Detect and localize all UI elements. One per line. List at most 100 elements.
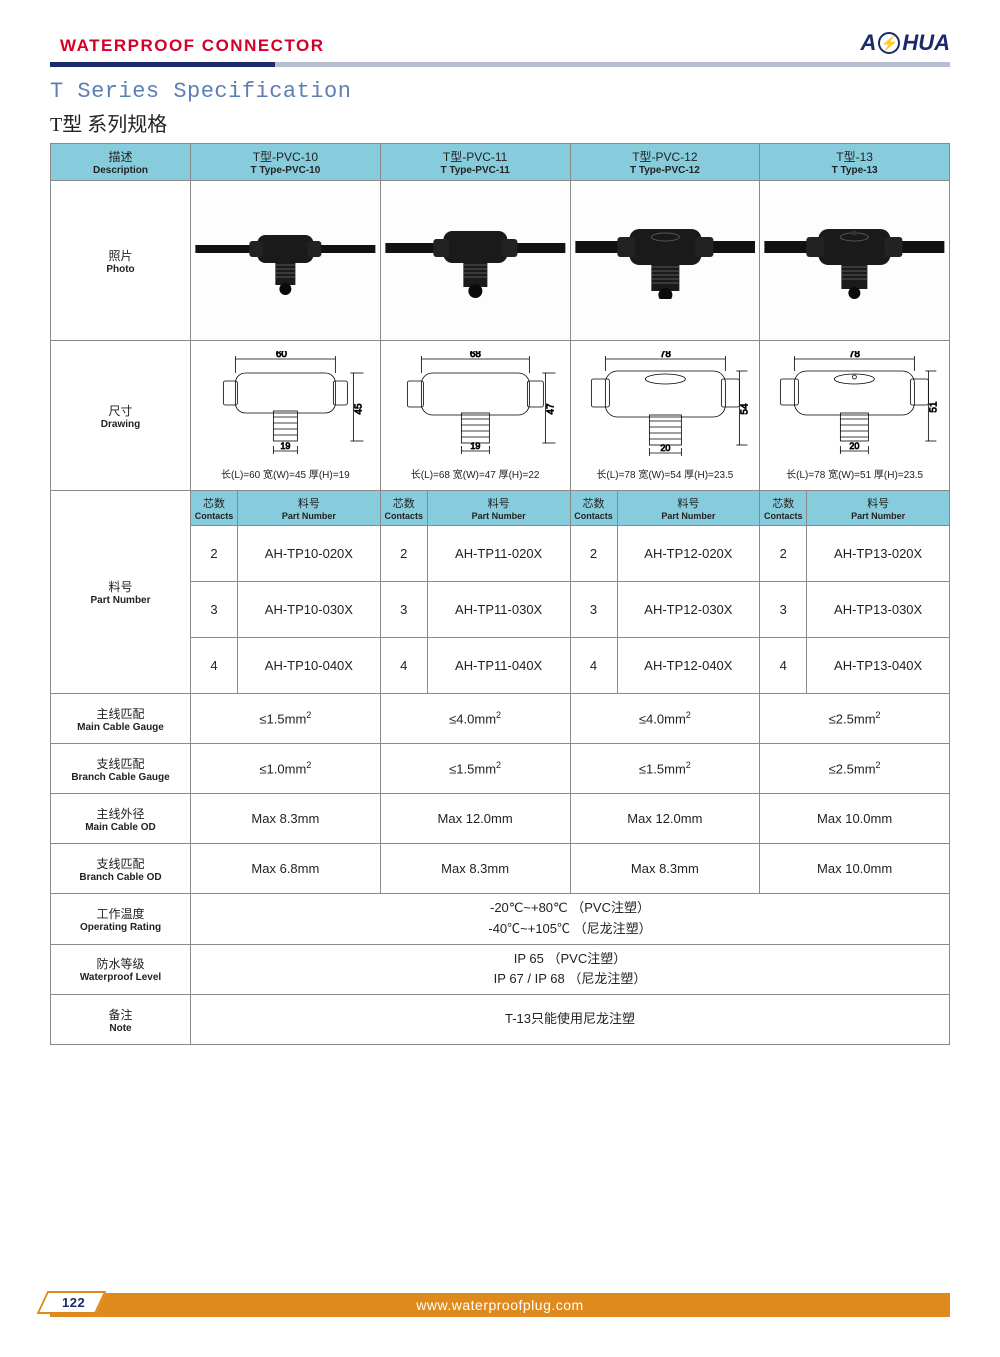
partnum-subhdr: 料号Part Number: [427, 491, 570, 526]
technical-drawing-icon: 78 54 20: [575, 351, 756, 461]
contacts-cell: 2: [380, 526, 427, 582]
spec-cell: Max 8.3mm: [570, 844, 760, 894]
dims-text-3: 长(L)=78 宽(W)=54 厚(H)=23.5: [575, 466, 756, 481]
spec-cell: ≤1.0mm2: [191, 744, 381, 794]
col-header-1: T型-PVC-10 T Type-PVC-10: [191, 144, 381, 181]
spec-cell: ≤1.5mm2: [191, 694, 381, 744]
branchcableod-label: 支线匹配Branch Cable OD: [51, 844, 191, 894]
partnum-cell: AH-TP13-030X: [807, 582, 950, 638]
contacts-cell: 4: [380, 638, 427, 694]
spec-cell: Max 10.0mm: [760, 844, 950, 894]
svg-text:45: 45: [353, 403, 364, 415]
partnum-subhdr: 料号Part Number: [617, 491, 760, 526]
operating-row: 工作温度Operating Rating -20℃~+80℃ （PVC注塑） -…: [51, 894, 950, 945]
dims-text-4: 长(L)=78 宽(W)=51 厚(H)=23.5: [764, 466, 945, 481]
dims-text-2: 长(L)=68 宽(W)=47 厚(H)=22: [385, 466, 566, 481]
spec-cell: ≤1.5mm2: [380, 744, 570, 794]
photo-cell-2: [380, 181, 570, 341]
footer-bar: 122 www.waterproofplug.com: [50, 1293, 950, 1317]
spec-cell: ≤1.5mm2: [570, 744, 760, 794]
contacts-cell: 2: [570, 526, 617, 582]
maincableod-row: 主线外径Main Cable OD Max 8.3mm Max 12.0mm M…: [51, 794, 950, 844]
contacts-subhdr: 芯数Contacts: [570, 491, 617, 526]
svg-text:20: 20: [850, 441, 860, 451]
partnum-cell: AH-TP12-020X: [617, 526, 760, 582]
photo-cell-1: [191, 181, 381, 341]
spec-cell: Max 10.0mm: [760, 794, 950, 844]
contacts-cell: 3: [570, 582, 617, 638]
partnum-cell: AH-TP11-020X: [427, 526, 570, 582]
svg-text:68: 68: [470, 351, 482, 360]
bolt-icon: ⚡: [878, 32, 900, 54]
contacts-subhdr: 芯数Contacts: [760, 491, 807, 526]
svg-text:60: 60: [276, 351, 288, 360]
photo-row: 照片 Photo: [51, 181, 950, 341]
dims-text-1: 长(L)=60 宽(W)=45 厚(H)=19: [195, 466, 376, 481]
connector-photo-icon: [764, 219, 945, 299]
drawing-cell-3: 78 54 20 长(L)=78 宽(W)=54 厚(H)=23.5: [570, 341, 760, 491]
spec-cell: Max 6.8mm: [191, 844, 381, 894]
waterproof-label: 防水等级Waterproof Level: [51, 944, 191, 995]
branchcableod-row: 支线匹配Branch Cable OD Max 6.8mm Max 8.3mm …: [51, 844, 950, 894]
note-row: 备注Note T-13只能使用尼龙注塑: [51, 995, 950, 1045]
spec-cell: ≤2.5mm2: [760, 744, 950, 794]
partnum-cell: AH-TP13-040X: [807, 638, 950, 694]
partnum-cell: AH-TP10-020X: [238, 526, 381, 582]
maincableod-label: 主线外径Main Cable OD: [51, 794, 191, 844]
svg-text:20: 20: [660, 443, 670, 453]
connector-photo-icon: [195, 219, 376, 299]
branchcable-row: 支线匹配Branch Cable Gauge ≤1.0mm2 ≤1.5mm2 ≤…: [51, 744, 950, 794]
spec-cell: ≤2.5mm2: [760, 694, 950, 744]
svg-text:78: 78: [659, 351, 671, 360]
operating-label: 工作温度Operating Rating: [51, 894, 191, 945]
contacts-cell: 3: [380, 582, 427, 638]
title-english: T Series Specification: [50, 79, 950, 104]
contacts-subhdr: 芯数Contacts: [191, 491, 238, 526]
svg-text:78: 78: [849, 351, 861, 360]
waterproof-merged: IP 65 （PVC注塑） IP 67 / IP 68 （尼龙注塑）: [191, 944, 950, 995]
col-header-3: T型-PVC-12 T Type-PVC-12: [570, 144, 760, 181]
maincable-label: 主线匹配Main Cable Gauge: [51, 694, 191, 744]
contacts-cell: 2: [760, 526, 807, 582]
title-chinese: T型 系列规格: [50, 108, 950, 137]
technical-drawing-icon: 78 51 20: [764, 351, 945, 461]
col-header-2: T型-PVC-11 T Type-PVC-11: [380, 144, 570, 181]
specification-table: 描述 Description T型-PVC-10 T Type-PVC-10 T…: [50, 143, 950, 1045]
contacts-cell: 4: [570, 638, 617, 694]
partnum-subhdr: 料号Part Number: [807, 491, 950, 526]
contacts-cell: 4: [760, 638, 807, 694]
maincable-row: 主线匹配Main Cable Gauge ≤1.5mm2 ≤4.0mm2 ≤4.…: [51, 694, 950, 744]
technical-drawing-icon: 68 47 19: [385, 351, 566, 461]
footer-url: www.waterproofplug.com: [416, 1297, 583, 1313]
note-label: 备注Note: [51, 995, 191, 1045]
svg-text:54: 54: [739, 403, 750, 415]
photo-cell-4: [760, 181, 950, 341]
photo-label: 照片 Photo: [51, 181, 191, 341]
drawing-label: 尺寸 Drawing: [51, 341, 191, 491]
drawing-cell-2: 68 47 19 长(L)=68 宽(W)=47 厚(H)=22: [380, 341, 570, 491]
spec-cell: Max 8.3mm: [191, 794, 381, 844]
note-merged: T-13只能使用尼龙注塑: [191, 995, 950, 1045]
svg-text:19: 19: [280, 441, 290, 451]
svg-text:51: 51: [929, 401, 940, 413]
spec-cell: Max 12.0mm: [570, 794, 760, 844]
partnum-cell: AH-TP11-040X: [427, 638, 570, 694]
spec-cell: ≤4.0mm2: [570, 694, 760, 744]
contacts-cell: 3: [760, 582, 807, 638]
spec-cell: ≤4.0mm2: [380, 694, 570, 744]
operating-merged: -20℃~+80℃ （PVC注塑） -40℃~+105℃ （尼龙注塑）: [191, 894, 950, 945]
drawing-row: 尺寸 Drawing 60 45 19 长(L)=60 宽(W)=45 厚(H: [51, 341, 950, 491]
description-header: 描述 Description: [51, 144, 191, 181]
partnum-subhdr: 料号Part Number: [238, 491, 381, 526]
partnumber-label: 料号 Part Number: [51, 491, 191, 694]
partnum-cell: AH-TP13-020X: [807, 526, 950, 582]
header-title: WATERPROOF CONNECTOR: [50, 36, 325, 56]
waterproof-row: 防水等级Waterproof Level IP 65 （PVC注塑） IP 67…: [51, 944, 950, 995]
contacts-cell: 2: [191, 526, 238, 582]
svg-text:19: 19: [470, 441, 480, 451]
partnum-cell: AH-TP12-030X: [617, 582, 760, 638]
contacts-subhdr: 芯数Contacts: [380, 491, 427, 526]
contacts-cell: 3: [191, 582, 238, 638]
col-header-4: T型-13 T Type-13: [760, 144, 950, 181]
spec-cell: Max 8.3mm: [380, 844, 570, 894]
